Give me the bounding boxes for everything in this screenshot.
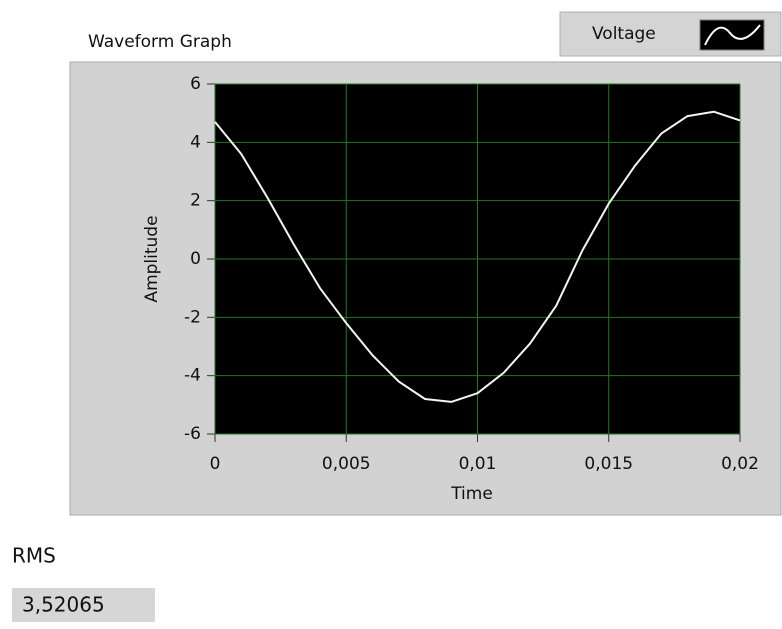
x-tick-label: 0,02 xyxy=(721,454,759,474)
rms-indicator xyxy=(12,588,155,622)
y-tick-label: -6 xyxy=(184,424,201,444)
y-tick-label: 2 xyxy=(190,191,201,211)
x-axis-label: Time xyxy=(450,484,493,504)
x-tick-label: 0,01 xyxy=(459,454,497,474)
y-tick-label: -4 xyxy=(184,366,201,386)
series-line xyxy=(214,110,741,403)
legend-icon xyxy=(704,24,761,46)
y-tick-label: -2 xyxy=(184,307,201,327)
x-tick-label: 0 xyxy=(210,454,221,474)
y-tick-label: 4 xyxy=(190,132,201,152)
graph-title: Waveform Graph xyxy=(88,32,232,52)
rms-label: RMS xyxy=(12,544,56,568)
x-tick-label: 0,015 xyxy=(584,454,633,474)
y-axis-label: Amplitude xyxy=(142,215,162,302)
x-tick-label: 0,005 xyxy=(322,454,371,474)
y-tick-label: 0 xyxy=(190,249,201,269)
legend-label: Voltage xyxy=(592,24,656,44)
y-tick-label: 6 xyxy=(190,74,201,94)
rms-value: 3,52065 xyxy=(22,593,105,617)
